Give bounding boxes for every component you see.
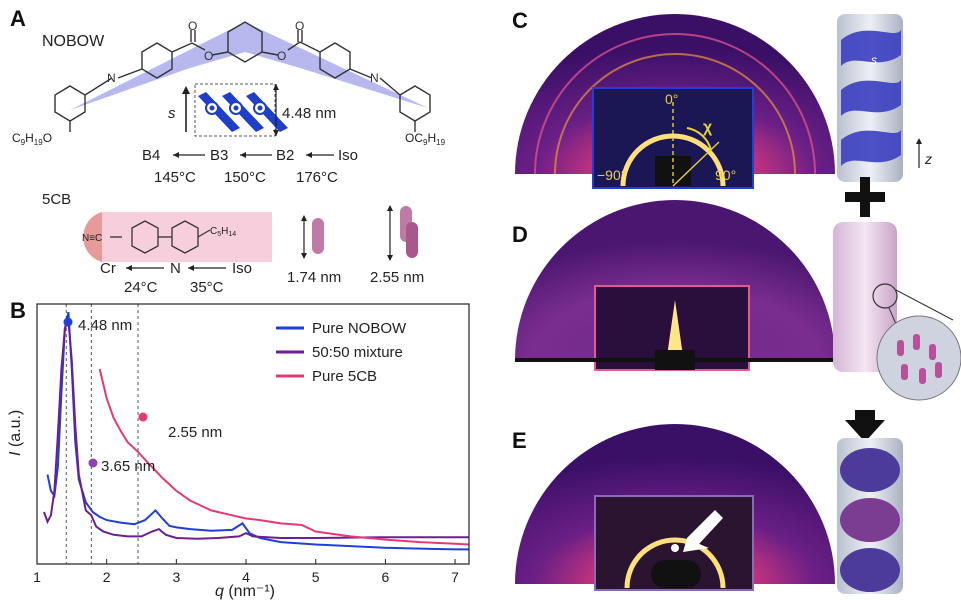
x-tick-label-2: 2	[103, 569, 111, 585]
phase-b3: B3	[210, 147, 228, 164]
phase-iso-5cb: Iso	[232, 260, 252, 277]
panel-letter-e: E	[512, 428, 527, 453]
legend-label-2: Pure 5CB	[312, 368, 377, 385]
atom-o-2: O	[204, 49, 213, 63]
x-tick-label-3: 3	[172, 569, 180, 585]
x-tick-label-1: 1	[33, 569, 41, 585]
pitch-label: 4.48 nm	[282, 105, 336, 122]
c-chi: χ	[703, 119, 713, 136]
series-line-1	[43, 319, 469, 540]
x-tick-label-5: 5	[312, 569, 320, 585]
temp-24: 24°C	[124, 279, 158, 296]
e-arrow-icon	[683, 510, 723, 552]
atom-n-left: N	[107, 71, 116, 85]
len-2-55: 2.55 nm	[370, 269, 424, 286]
5cb-polar-head	[83, 212, 102, 262]
molecule-stack	[198, 92, 288, 132]
5cb-label: 5CB	[42, 191, 71, 208]
len-1-74: 1.74 nm	[287, 269, 341, 286]
phase-b2: B2	[276, 147, 294, 164]
x-tick-label-6: 6	[381, 569, 389, 585]
atom-n-right: N	[370, 71, 379, 85]
peak-label-3: 2.55 nm	[168, 424, 222, 441]
y-axis-label: I (a.u.)	[7, 410, 24, 456]
c-tick-neg90: −90°	[597, 167, 626, 183]
phase-b4: B4	[142, 147, 160, 164]
panel-a-figure: N N O O O O NOBOW C9H19O OC9H19 s 4.48 n…	[12, 19, 446, 296]
legend-label-1: 50:50 mixture	[312, 344, 403, 361]
temp-176: 176°C	[296, 169, 338, 186]
peak-label-1: 4.48 nm	[78, 317, 132, 334]
peak-marker-2	[88, 458, 98, 468]
legend-label-0: Pure NOBOW	[312, 320, 407, 337]
series-line-2	[98, 368, 470, 546]
c-z-label: z	[924, 151, 932, 167]
panel-c-figure: 0° −90° 90° χ s z	[515, 14, 961, 594]
nc-label: N≡C	[82, 233, 102, 244]
x-tick-label-7: 7	[451, 569, 459, 585]
atom-o-1: O	[188, 19, 197, 33]
monomer-rod	[312, 218, 324, 254]
plot-frame	[36, 303, 470, 565]
c-s-label: s	[871, 53, 877, 67]
left-chain-label: C9H19O	[12, 131, 52, 147]
saxs-chart: 1 2 3 4 5 6 7 I (a.u.) q (nm⁻¹) 4.48 nm 3.65 n…	[7, 303, 470, 600]
chart-legend: Pure NOBOW 50:50 mixture Pure 5CB	[276, 320, 407, 385]
series-line-0	[46, 311, 469, 551]
phase-n: N	[170, 260, 181, 277]
dimer-rod-2	[406, 222, 418, 258]
nobow-skeleton	[54, 21, 431, 132]
phase-cr: Cr	[100, 260, 116, 277]
atom-o-4: O	[295, 19, 304, 33]
nobow-label: NOBOW	[42, 33, 105, 50]
atom-o-3: O	[277, 49, 286, 63]
d-tube	[833, 222, 897, 372]
s-axis-label: s	[168, 105, 176, 122]
down-arrow-icon	[845, 410, 885, 442]
temp-150: 150°C	[224, 169, 266, 186]
c-tick-90: 90°	[715, 167, 736, 183]
panel-letter-c: C	[512, 8, 528, 33]
panel-letter-a: A	[10, 6, 26, 31]
5cb-tail-bg	[102, 212, 272, 262]
d-zoom-circle	[876, 315, 961, 401]
temp-35: 35°C	[190, 279, 224, 296]
stack-box	[194, 83, 276, 137]
peak-marker-3	[138, 412, 148, 422]
c-tick-0: 0°	[665, 91, 678, 107]
right-chain-label: OC9H19	[405, 131, 446, 147]
panel-letter-d: D	[512, 222, 528, 247]
panel-letter-b: B	[10, 298, 26, 323]
bent-core-wedge	[70, 22, 428, 110]
phase-iso: Iso	[338, 147, 358, 164]
x-tick-label-4: 4	[242, 569, 250, 585]
peak-marker-1	[63, 317, 73, 327]
c5h11-label: C5H14	[210, 226, 236, 238]
temp-145: 145°C	[154, 169, 196, 186]
5cb-skeleton	[110, 220, 211, 254]
peak-label-2: 3.65 nm	[101, 458, 155, 475]
x-axis-label: q (nm⁻¹)	[215, 583, 275, 600]
